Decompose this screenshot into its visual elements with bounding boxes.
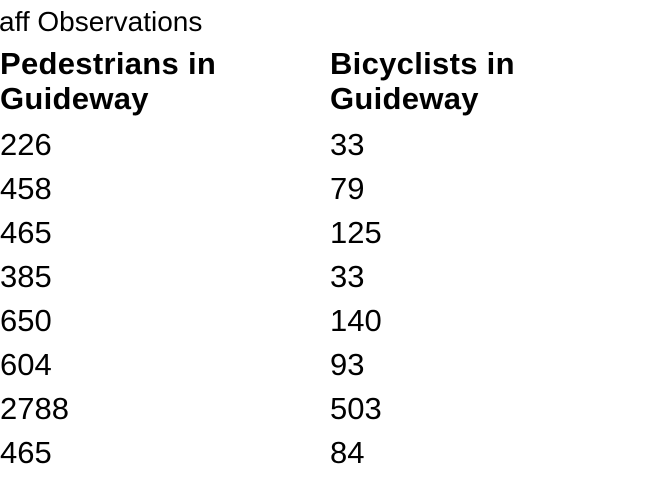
bicyclists-value: 79	[330, 171, 365, 206]
column-header-bicyclists-line1: Bicyclists in	[330, 46, 515, 81]
observations-table: Pedestrians in Guideway Bicyclists in Gu…	[0, 46, 672, 475]
table-row: 458 79	[0, 167, 672, 211]
bicyclists-value: 140	[330, 303, 382, 338]
pedestrians-value: 458	[0, 171, 52, 206]
table-row: 226 33	[0, 123, 672, 167]
bicyclists-value: 33	[330, 127, 365, 162]
pedestrians-value: 2788	[0, 391, 69, 426]
bicyclists-value: 125	[330, 215, 382, 250]
pedestrians-value: 650	[0, 303, 52, 338]
table-row: 385 33	[0, 255, 672, 299]
bicyclists-value: 33	[330, 259, 365, 294]
bicyclists-value: 84	[330, 435, 365, 470]
table-row: 604 93	[0, 343, 672, 387]
table-row: 650 140	[0, 299, 672, 343]
pedestrians-value: 465	[0, 435, 52, 470]
pedestrians-value: 226	[0, 127, 52, 162]
table-body: 226 33 458 79 465 125 385 33 650 140 604…	[0, 123, 672, 475]
pedestrians-value: 465	[0, 215, 52, 250]
column-header-bicyclists: Bicyclists in Guideway	[330, 46, 672, 116]
table-row: 2788 503	[0, 387, 672, 431]
pedestrians-value: 604	[0, 347, 52, 382]
table-row: 465 125	[0, 211, 672, 255]
column-header-bicyclists-line2: Guideway	[330, 81, 479, 116]
bicyclists-value: 93	[330, 347, 365, 382]
pedestrians-value: 385	[0, 259, 52, 294]
table-row: 465 84	[0, 431, 672, 475]
column-header-pedestrians-line2: Guideway	[0, 81, 149, 116]
bicyclists-value: 503	[330, 391, 382, 426]
document-title: aff Observations	[0, 6, 203, 37]
column-header-pedestrians-line1: Pedestrians in	[0, 46, 217, 81]
table-header-row: Pedestrians in Guideway Bicyclists in Gu…	[0, 46, 672, 116]
column-header-pedestrians: Pedestrians in Guideway	[0, 46, 330, 116]
